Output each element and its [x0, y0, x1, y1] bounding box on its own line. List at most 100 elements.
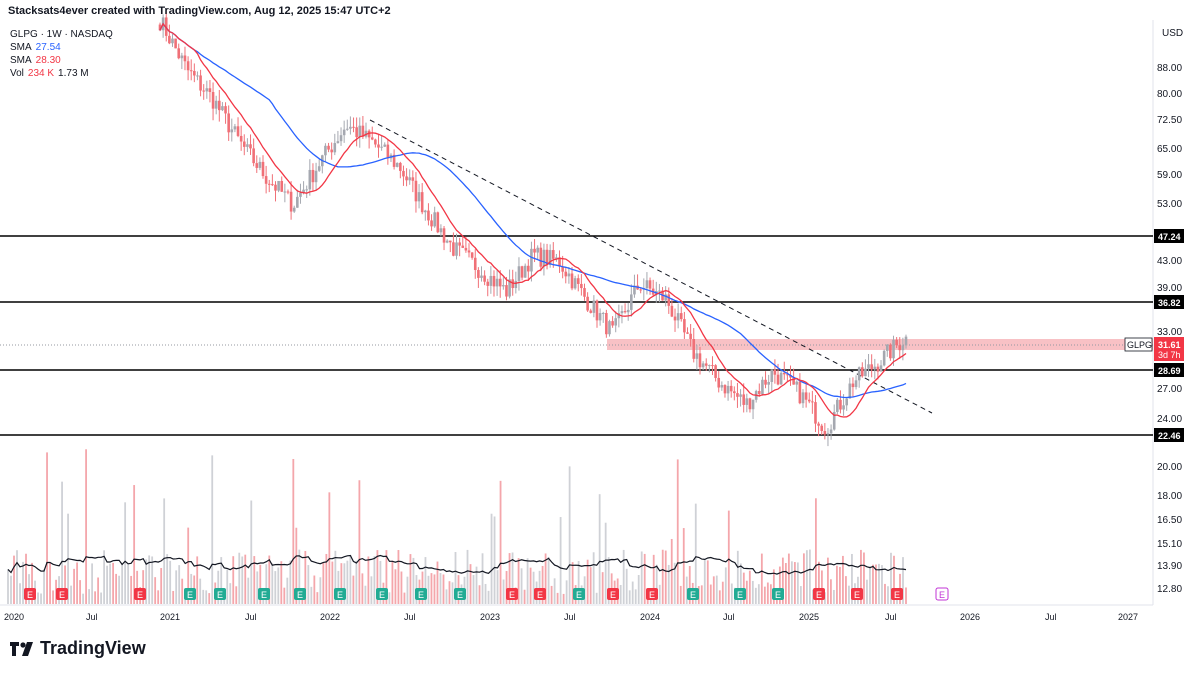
volume-bar [136, 570, 139, 604]
candle-body [164, 17, 168, 36]
earnings-marker: E [376, 588, 388, 600]
volume-bar [706, 560, 709, 604]
candle [617, 304, 621, 328]
candle [193, 63, 196, 83]
candle-body [498, 278, 502, 287]
candle [836, 397, 839, 415]
legend-sma-red[interactable]: SMA 28.30 [10, 54, 113, 67]
candle-body [633, 285, 636, 295]
earnings-marker: E [891, 588, 903, 600]
candle [171, 33, 174, 47]
price-tick: 16.50 [1157, 515, 1182, 526]
candle [770, 369, 774, 392]
candle-body [249, 144, 252, 149]
candle [639, 288, 642, 294]
volume-bar [875, 564, 877, 604]
candle-body [467, 250, 471, 253]
candle-body [430, 220, 433, 227]
volume-bar [367, 556, 370, 604]
volume-bar [64, 565, 66, 604]
currency-label[interactable]: USD [1162, 28, 1184, 39]
legend-symbol[interactable]: GLPG · 1W · NASDAQ [10, 28, 113, 41]
candle-body [339, 135, 343, 142]
earnings-marker: E [214, 588, 226, 600]
candle [470, 252, 474, 260]
volume-bar [839, 567, 841, 604]
candle-body [686, 332, 689, 334]
candle [898, 337, 902, 359]
tradingview-logo-text: TradingView [40, 638, 146, 658]
volume-bar [220, 557, 223, 604]
volume-bar [878, 563, 880, 604]
volume-bar [298, 549, 301, 604]
candle-body [458, 242, 461, 246]
volume-bar [484, 583, 487, 604]
candle [236, 117, 240, 138]
candle-body [461, 245, 465, 248]
price-tick: 88.00 [1157, 63, 1182, 74]
legend-sma-blue[interactable]: SMA 27.54 [10, 41, 113, 54]
volume-bar [358, 480, 361, 604]
candle-body [227, 113, 230, 133]
candle-body [555, 257, 558, 259]
candle [255, 155, 259, 173]
volume-bar [340, 563, 343, 604]
candle-body [221, 106, 224, 111]
volume-bar [842, 555, 844, 604]
candle-body [352, 126, 355, 128]
volume-bar [265, 564, 268, 604]
candle-body [158, 24, 162, 31]
candle [551, 242, 555, 268]
candle [873, 358, 877, 380]
candle-body [405, 176, 408, 181]
candle-body [704, 363, 708, 366]
candle [477, 267, 480, 288]
candle [857, 366, 861, 388]
candle-body [720, 385, 724, 388]
candle [867, 354, 870, 378]
candle-body [299, 192, 302, 197]
volume-bar [106, 565, 109, 604]
candle [864, 359, 867, 377]
candle [227, 105, 230, 141]
volume-bar [424, 557, 427, 604]
candle [480, 266, 483, 282]
tradingview-logo[interactable]: TradingView [10, 638, 146, 659]
volume-bar [881, 565, 883, 604]
candle-body [782, 372, 786, 375]
candle [333, 133, 337, 156]
legend-volume[interactable]: Vol 234 K 1.73 M [10, 67, 113, 80]
price-tick: 24.00 [1157, 414, 1182, 425]
volume-bar [511, 552, 514, 604]
candle [517, 257, 521, 291]
volume-moving-average [7, 554, 907, 575]
volume-bar [814, 498, 817, 604]
candle [870, 354, 873, 378]
candle [876, 363, 880, 380]
candle [458, 237, 461, 257]
volume-bar [121, 563, 124, 604]
volume-bar [199, 578, 202, 604]
volume-bar [709, 584, 712, 604]
candle-body [664, 294, 667, 301]
price-tick: 15.10 [1157, 539, 1182, 550]
volume-bar [787, 553, 790, 604]
price-chart[interactable]: E E E E E E E E E E E E E E E E E E E E E E E 88.00 80.00 72.5… [0, 0, 1200, 627]
volume-bar [848, 585, 850, 604]
volume-bar [445, 589, 448, 604]
candle [739, 389, 742, 407]
volume-bar [673, 562, 676, 604]
candle [345, 119, 349, 131]
trendline [369, 119, 933, 414]
earnings-marker: E [851, 588, 863, 600]
volume-bar [187, 527, 190, 604]
candle-body [876, 366, 880, 372]
earnings-marker: E [24, 588, 36, 600]
volume-bar [364, 585, 367, 604]
volume-bar [763, 586, 766, 604]
candle-body [289, 191, 293, 212]
volume-bar [589, 567, 592, 604]
candle-body [168, 35, 171, 44]
time-tick: 2021 [160, 612, 180, 622]
candle [536, 245, 539, 260]
